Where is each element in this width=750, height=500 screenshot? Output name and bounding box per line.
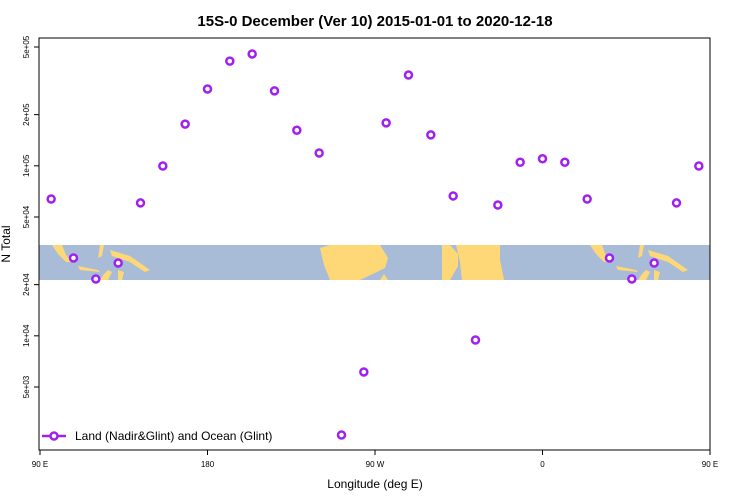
data-point [381,118,391,128]
data-point [46,194,56,204]
legend-entry: Land (Nadir&Glint) and Ocean (Glint) [75,429,272,443]
data-point [180,119,190,129]
data-point [537,154,548,164]
y-tick-label: 1e+05 [22,154,31,177]
data-point [560,157,570,167]
data-point [359,367,369,377]
data-point [292,125,302,135]
x-tick-label: 180 [201,460,215,469]
data-point [649,258,659,268]
data-point [627,274,637,284]
x-axis-label: Longitude (deg E) [327,477,422,491]
data-point [515,157,525,167]
data-points [46,49,704,440]
data-point [225,56,235,66]
data-point [470,335,481,345]
y-tick-label: 1e+04 [22,324,31,347]
data-point [448,191,458,201]
y-axis-label: N Total [0,225,13,262]
x-tick-label: 0 [540,460,545,469]
y-axis: 5e+05 2e+05 1e+05 5e+04 2e+04 1e+04 5e+03 [22,35,39,398]
data-point [582,194,592,204]
data-point [202,84,213,94]
data-point [426,130,436,140]
data-point [314,148,324,158]
y-tick-label: 2e+04 [22,273,31,296]
data-point [247,49,257,59]
data-point [493,200,503,210]
data-point [403,70,414,80]
legend-marker [49,431,59,441]
data-point [604,253,615,263]
data-point [694,161,704,171]
data-point [671,198,682,208]
data-point [158,161,168,171]
y-tick-label: 2e+05 [22,103,31,126]
data-point [336,430,347,440]
data-point [68,253,79,263]
y-tick-label: 5e+04 [22,205,31,228]
data-point [113,258,123,268]
x-tick-label: 90 E [702,460,718,469]
world-map-strip [39,245,710,280]
plot-frame [38,37,711,451]
y-tick-label: 5e+03 [22,375,31,398]
x-tick-label: 90 W [366,460,385,469]
chart-title: 15S-0 December (Ver 10) 2015-01-01 to 20… [197,13,552,30]
y-tick-label: 5e+05 [22,35,31,58]
data-point [91,274,101,284]
data-point [135,198,146,208]
x-tick-label: 90 E [32,460,48,469]
data-point [269,86,280,96]
land-masses [52,245,688,280]
legend: Land (Nadir&Glint) and Ocean (Glint) [42,429,272,443]
